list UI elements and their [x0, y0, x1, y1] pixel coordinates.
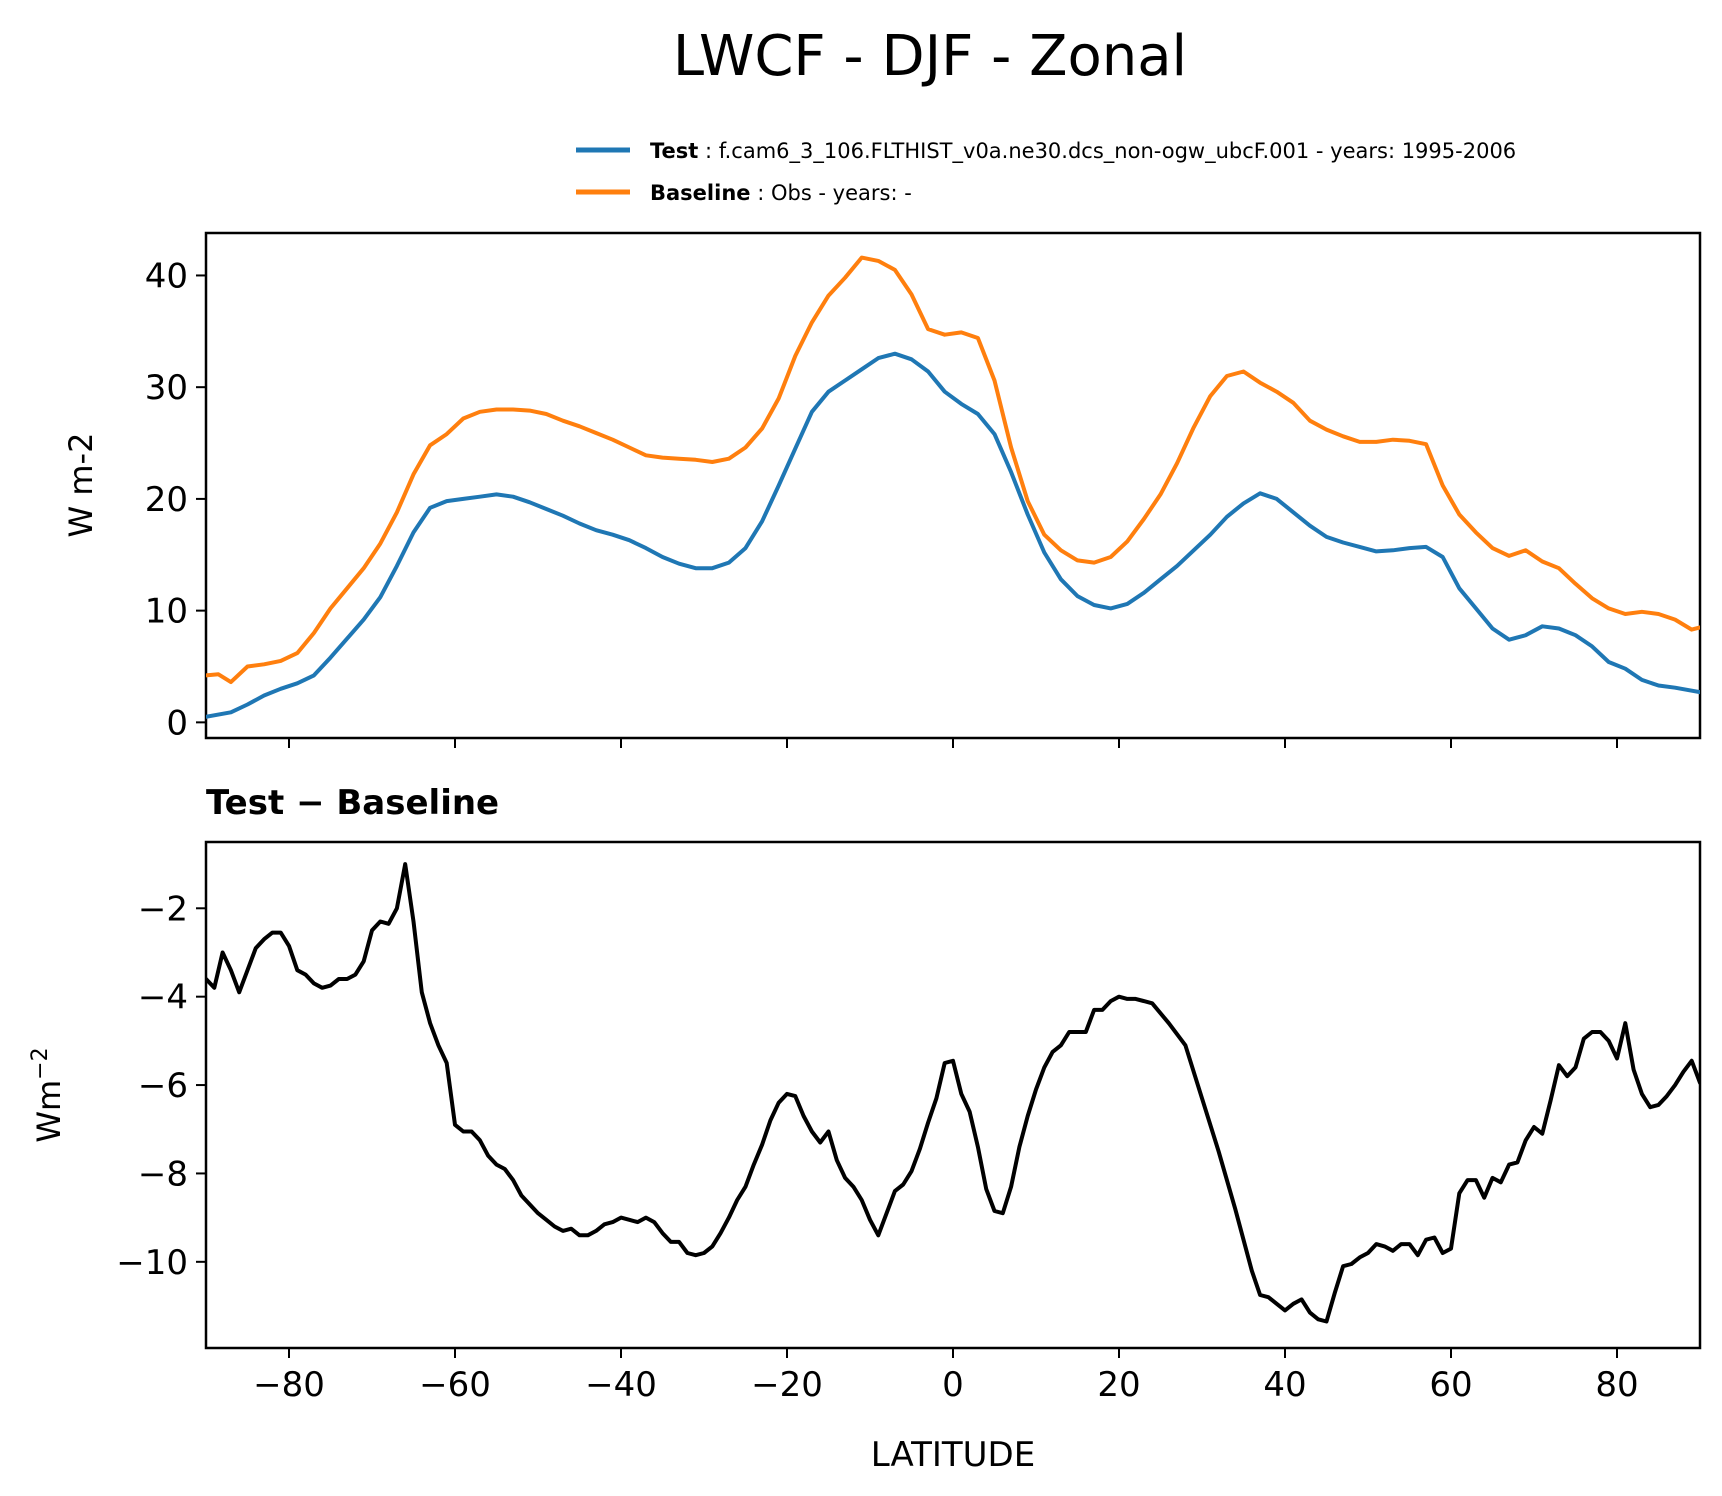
bot-y-tick-label: −4: [138, 978, 188, 1018]
x-tick-label: 0: [942, 1365, 964, 1405]
legend-entry-test: Test : f.cam6_3_106.FLTHIST_v0a.ne30.dcs…: [650, 139, 1516, 164]
x-tick-label: −60: [419, 1365, 491, 1405]
bottom-y-ticks: −2 −4 −6 −8 −10: [116, 889, 206, 1283]
bot-y-tick-label: −6: [138, 1066, 188, 1106]
top-panel: 0 10 20 30 40 W m-2: [62, 231, 1702, 748]
x-tick-label: 60: [1429, 1365, 1472, 1405]
x-tick-label: 40: [1263, 1365, 1306, 1405]
top-y-tick-label: 0: [166, 703, 188, 743]
legend: Test : f.cam6_3_106.FLTHIST_v0a.ne30.dcs…: [576, 139, 1516, 205]
series-line-baseline: [206, 255, 1700, 685]
series-line-test-baseline: [206, 862, 1700, 1324]
x-tick-label: 20: [1097, 1365, 1140, 1405]
bottom-series: [206, 862, 1700, 1324]
series-line-test: [206, 351, 1700, 719]
top-series: [206, 255, 1700, 719]
bot-y-tick-label: −2: [138, 889, 188, 929]
top-y-tick-label: 30: [145, 368, 188, 408]
x-tick-label: −40: [585, 1365, 657, 1405]
legend-label-baseline: Baseline: [650, 181, 751, 205]
x-tick-label: −20: [751, 1365, 823, 1405]
top-y-axis-label: W m-2: [62, 433, 100, 538]
legend-desc-test: : f.cam6_3_106.FLTHIST_v0a.ne30.dcs_non-…: [705, 139, 1516, 164]
top-y-tick-label: 10: [145, 592, 188, 632]
bottom-y-axis-label-base: Wm: [30, 1080, 68, 1143]
figure-title: LWCF - DJF - Zonal: [673, 24, 1187, 89]
bottom-panel-title: Test − Baseline: [206, 783, 499, 823]
top-y-tick-label: 20: [145, 480, 188, 520]
x-tick-label: −80: [253, 1365, 325, 1405]
bottom-panel: Test − Baseline −80 −60 −40 −20 0 20 40 60 80 −2…: [28, 783, 1702, 1475]
bottom-y-axis-label: Wm−2: [28, 1047, 68, 1142]
legend-entry-baseline: Baseline : Obs - years: -: [650, 181, 912, 205]
legend-label-test: Test: [650, 139, 698, 163]
legend-desc-baseline: : Obs - years: -: [757, 181, 912, 205]
x-axis-label: LATITUDE: [871, 1435, 1035, 1475]
bottom-x-ticks: −80 −60 −40 −20 0 20 40 60 80: [253, 1348, 1639, 1405]
top-y-tick-label: 40: [145, 256, 188, 296]
bot-y-tick-label: −8: [138, 1154, 188, 1194]
x-tick-label: 80: [1595, 1365, 1638, 1405]
top-x-ticks: [288, 738, 1618, 748]
top-y-ticks: 0 10 20 30 40: [145, 256, 206, 743]
bottom-y-axis-label-sup: −2: [28, 1047, 53, 1079]
top-panel-frame: [204, 231, 1702, 740]
bot-y-tick-label: −10: [116, 1243, 188, 1283]
bottom-panel-frame: [204, 840, 1702, 1350]
